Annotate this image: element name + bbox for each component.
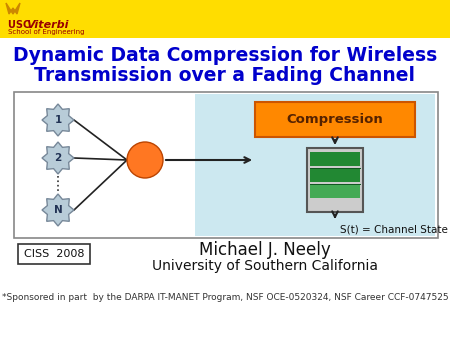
FancyBboxPatch shape (195, 94, 435, 236)
Polygon shape (42, 142, 74, 174)
Text: Viterbi: Viterbi (26, 20, 68, 30)
Polygon shape (42, 104, 74, 136)
Polygon shape (42, 194, 74, 226)
Text: CISS  2008: CISS 2008 (24, 249, 84, 259)
FancyBboxPatch shape (255, 102, 415, 137)
Text: USC: USC (8, 20, 34, 30)
Polygon shape (6, 3, 20, 14)
Text: Compression: Compression (287, 113, 383, 126)
Text: Dynamic Data Compression for Wireless: Dynamic Data Compression for Wireless (13, 46, 437, 65)
Text: *Sponsored in part  by the DARPA IT-MANET Program, NSF OCE-0520324, NSF Career C: *Sponsored in part by the DARPA IT-MANET… (2, 293, 448, 303)
Circle shape (127, 142, 163, 178)
Text: 2: 2 (54, 153, 62, 163)
Text: S(t) = Channel State: S(t) = Channel State (340, 224, 448, 234)
Text: Michael J. Neely: Michael J. Neely (199, 241, 331, 259)
FancyBboxPatch shape (310, 184, 360, 198)
FancyBboxPatch shape (18, 244, 90, 264)
FancyBboxPatch shape (14, 92, 438, 238)
Text: 1: 1 (54, 115, 62, 125)
FancyBboxPatch shape (0, 0, 450, 38)
FancyBboxPatch shape (307, 148, 363, 212)
FancyBboxPatch shape (310, 152, 360, 166)
Text: School of Engineering: School of Engineering (8, 29, 85, 35)
FancyBboxPatch shape (310, 168, 360, 182)
Text: N: N (54, 205, 63, 215)
Text: Transmission over a Fading Channel: Transmission over a Fading Channel (35, 66, 415, 85)
Text: University of Southern California: University of Southern California (152, 259, 378, 273)
